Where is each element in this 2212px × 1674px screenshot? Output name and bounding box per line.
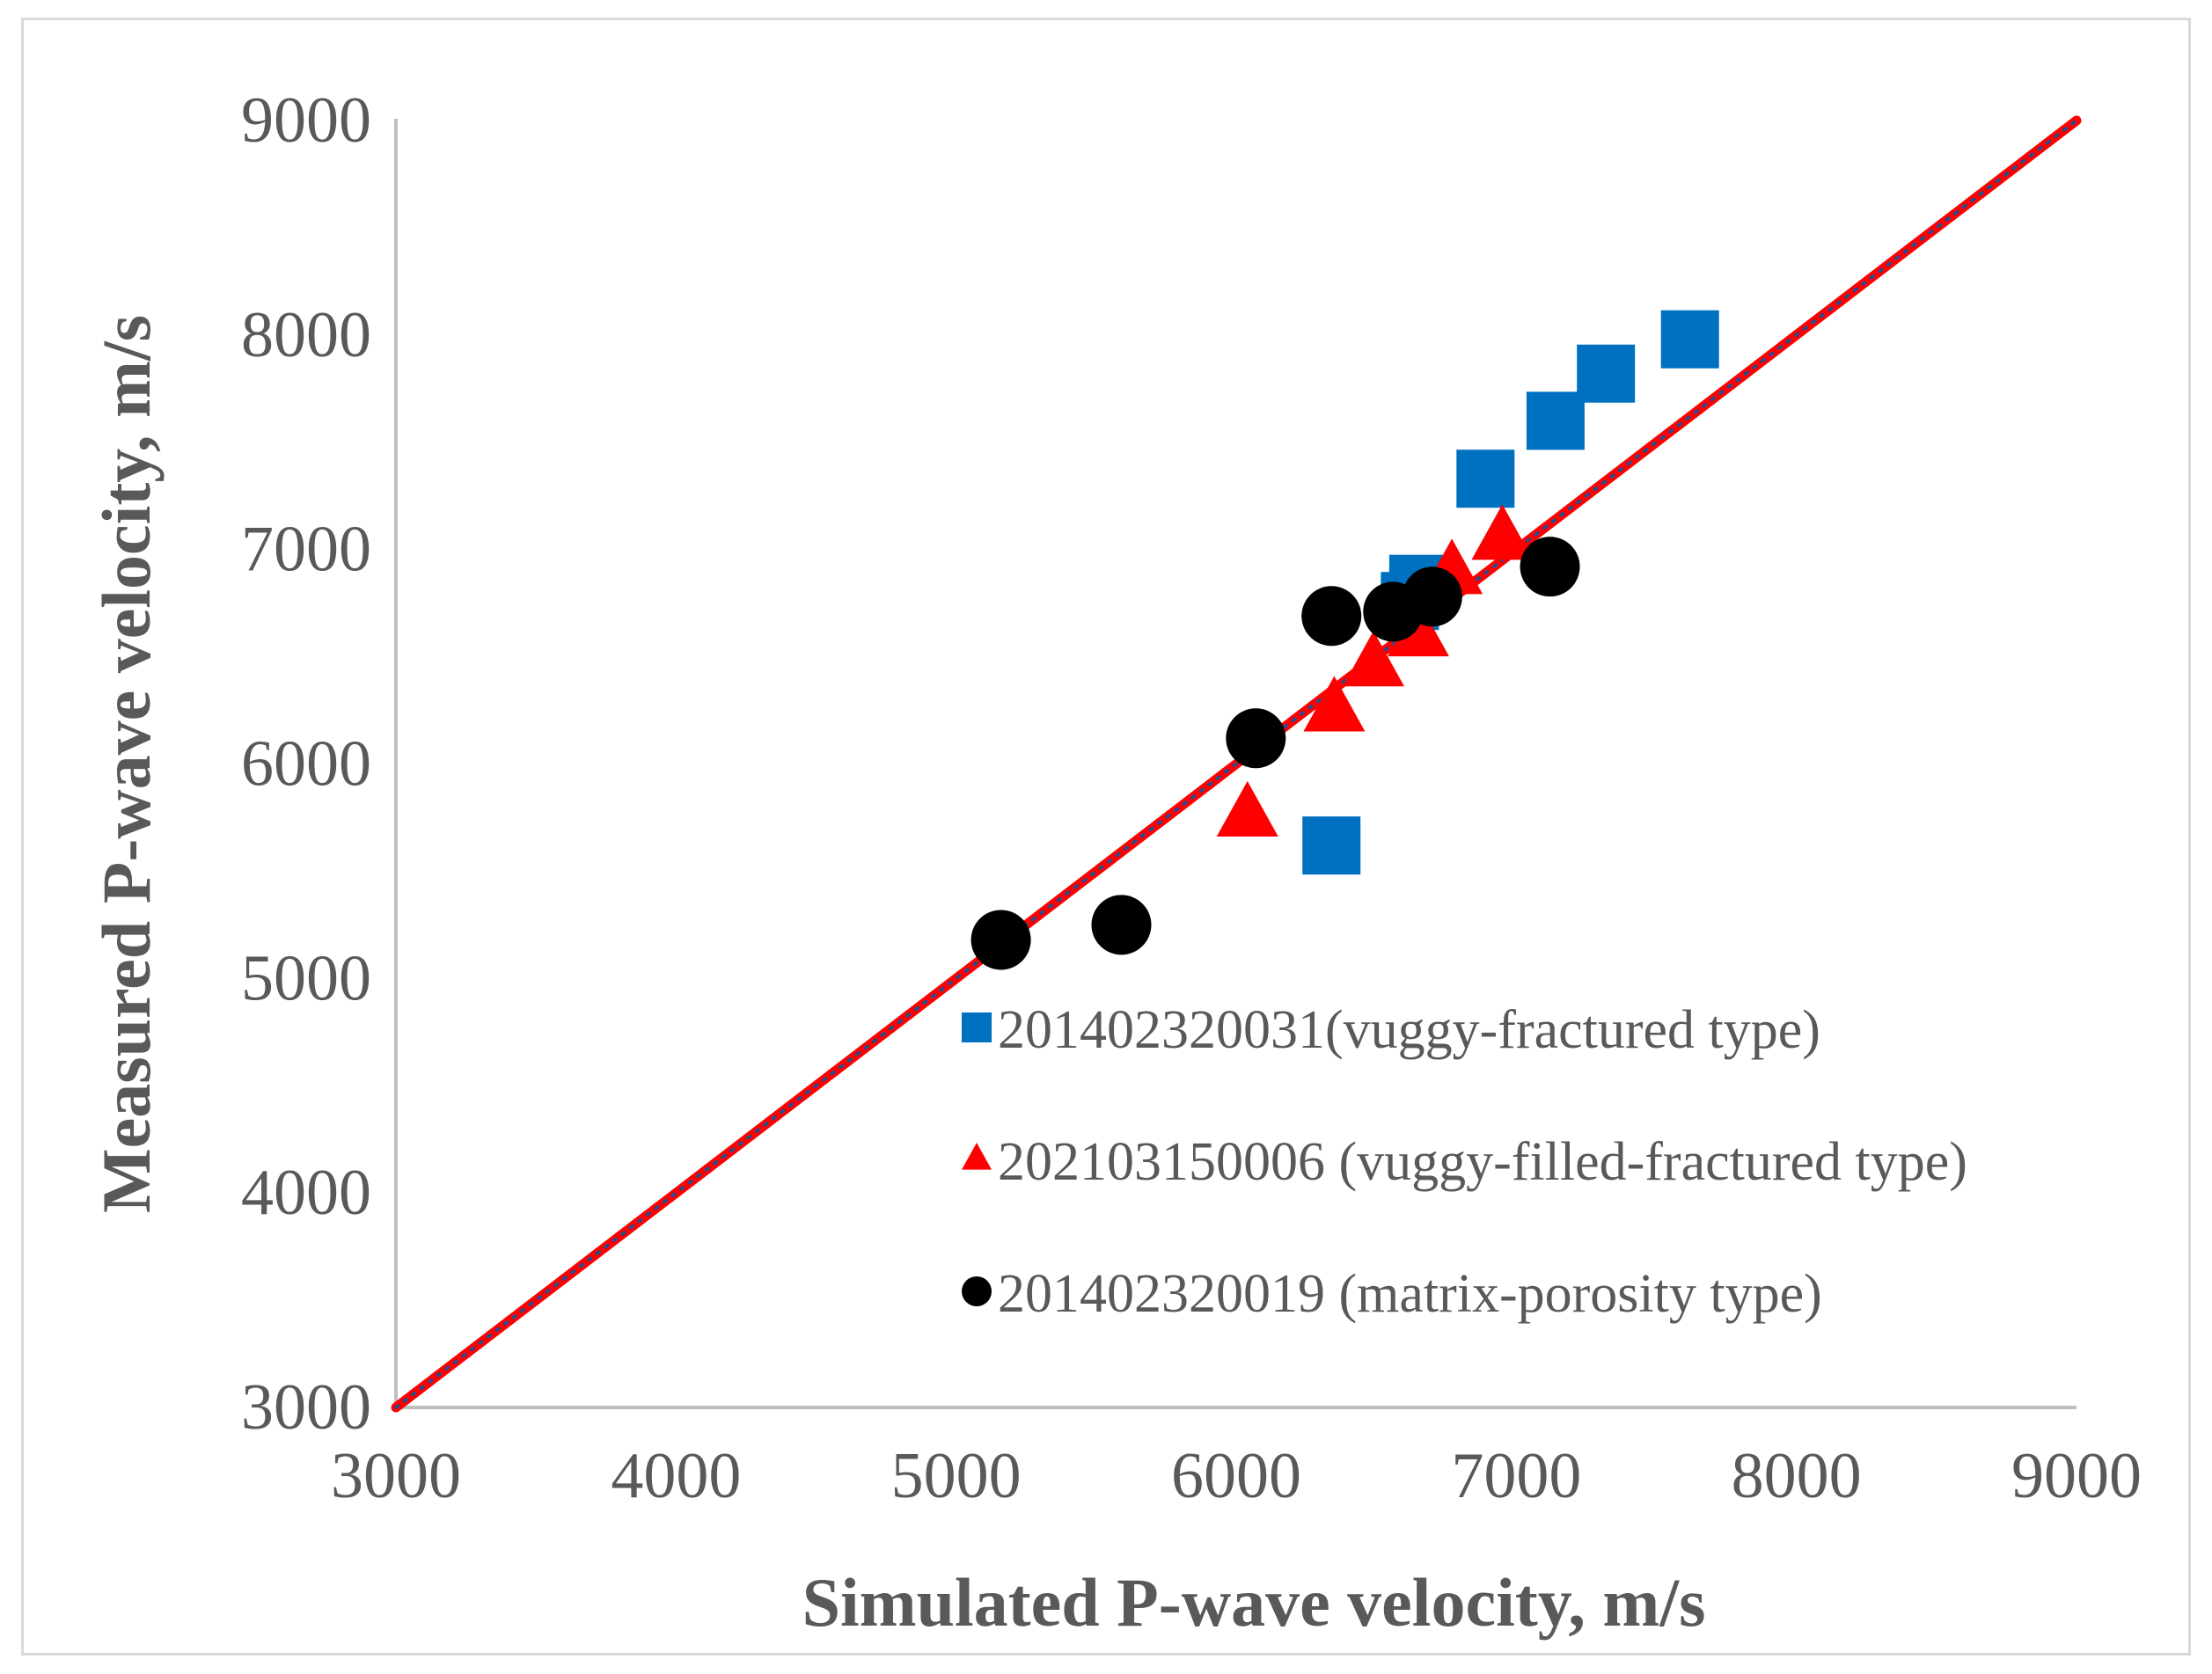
- y-axis-title: Measured P-wave velocity, m/s: [88, 315, 165, 1213]
- legend: 201402320031(vuggy-fractured type) 202103…: [962, 1000, 1967, 1324]
- circle-point: [1091, 895, 1152, 955]
- reference-line-dotted: [394, 119, 2078, 1409]
- tick-labels: 3000 4000 5000 6000 7000 8000 9000 3000 4000 5000…: [241, 84, 2142, 1512]
- x-tick-label: 6000: [1171, 1440, 1301, 1512]
- triangle-point: [1387, 601, 1449, 657]
- square-point: [1660, 310, 1719, 369]
- y-tick-label: 5000: [241, 942, 371, 1014]
- reference-line-group: [391, 115, 2082, 1413]
- x-tick-label: 9000: [2011, 1440, 2142, 1512]
- triangle-point: [1303, 676, 1366, 732]
- y-tick-label: 6000: [241, 728, 371, 800]
- legend-circle-icon: [962, 1276, 992, 1306]
- circle-point: [1226, 708, 1286, 769]
- chart-frame: [21, 18, 2191, 1656]
- legend-label: 201402320019 (matrix-porosity type): [998, 1264, 1822, 1324]
- y-tick-label: 3000: [241, 1371, 371, 1444]
- triangle-point: [1342, 631, 1404, 687]
- x-tick-label: 3000: [331, 1440, 461, 1512]
- x-tick-label: 5000: [891, 1440, 1022, 1512]
- circle-point: [1301, 586, 1362, 647]
- y-tick-label: 8000: [241, 299, 371, 371]
- circle-point: [1402, 567, 1462, 627]
- y-tick-label: 7000: [241, 514, 371, 586]
- square-point: [1302, 816, 1361, 875]
- square-point: [1577, 344, 1636, 403]
- x-tick-label: 7000: [1451, 1440, 1581, 1512]
- data-markers: [970, 310, 1719, 970]
- legend-label: 202103150006 (vuggy-filled-fractured typ…: [998, 1132, 1967, 1192]
- triangle-point: [1216, 780, 1278, 837]
- square-point: [1526, 391, 1585, 450]
- legend-label: 201402320031(vuggy-fractured type): [998, 1000, 1820, 1060]
- triangle-point: [1471, 504, 1534, 560]
- legend-triangle-icon: [962, 1143, 992, 1170]
- y-tick-label: 4000: [241, 1157, 371, 1229]
- x-tick-label: 4000: [611, 1440, 741, 1512]
- axes: [394, 119, 2076, 1409]
- y-tick-label: 9000: [241, 84, 371, 157]
- circle-point: [1520, 537, 1580, 597]
- square-point: [1456, 450, 1515, 508]
- legend-square-icon: [962, 1012, 992, 1042]
- x-axis-title: Simulated P-wave velocity, m/s: [802, 1564, 1706, 1641]
- circle-point: [970, 910, 1031, 970]
- x-tick-label: 8000: [1732, 1440, 1862, 1512]
